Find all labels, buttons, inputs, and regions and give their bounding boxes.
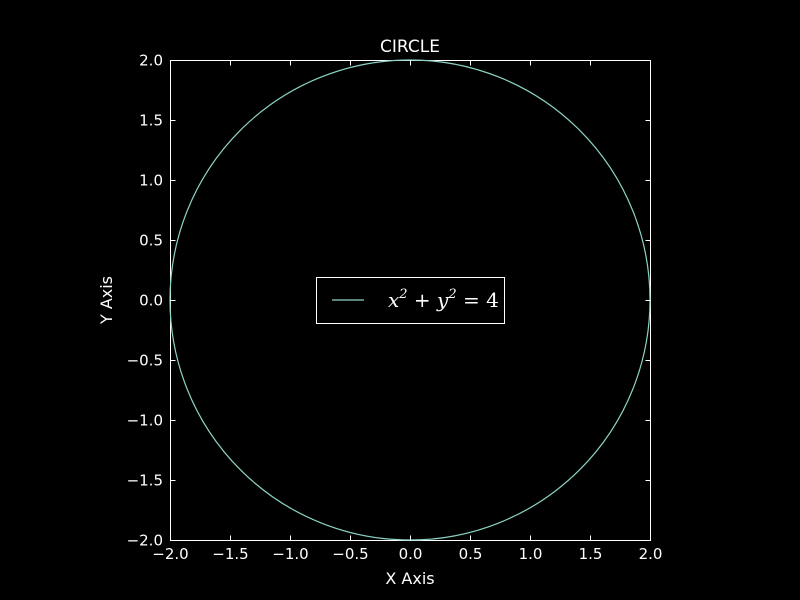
x-tick-label: 0.5 — [459, 545, 483, 563]
y-tick-label: 1.0 — [139, 172, 163, 190]
y-tick-label: −1.5 — [127, 472, 163, 490]
chart-title: CIRCLE — [380, 37, 440, 57]
x-ticks: −2.0 −1.5 −1.0 −0.5 0.0 0.5 1.0 1.5 2.0 — [152, 60, 663, 563]
x-tick-label: −1.5 — [212, 545, 248, 563]
y-tick-label: 2.0 — [139, 52, 163, 70]
y-tick-label: −1.0 — [127, 412, 163, 430]
x-tick-label: 0.0 — [399, 545, 423, 563]
y-axis-label: Y Axis — [97, 276, 116, 325]
x-tick-label: −1.0 — [272, 545, 308, 563]
y-tick-label: −0.5 — [127, 352, 163, 370]
y-tick-label: 0.5 — [139, 232, 163, 250]
x-tick-label: −0.5 — [332, 545, 368, 563]
x-tick-label: 2.0 — [639, 545, 663, 563]
y-tick-label: 1.5 — [139, 112, 163, 130]
x-tick-label: 1.5 — [579, 545, 603, 563]
legend: x2 + y2 = 4 — [316, 277, 505, 324]
y-tick-label: 0.0 — [139, 292, 163, 310]
y-ticks: −2.0 −1.5 −1.0 −0.5 0.0 0.5 1.0 1.5 2.0 — [127, 52, 651, 550]
x-axis-label: X Axis — [385, 569, 434, 588]
x-tick-label: −2.0 — [152, 545, 188, 563]
x-tick-label: 1.0 — [519, 545, 543, 563]
legend-label: x2 + y2 = 4 — [388, 287, 499, 312]
y-tick-label: −2.0 — [127, 532, 163, 550]
